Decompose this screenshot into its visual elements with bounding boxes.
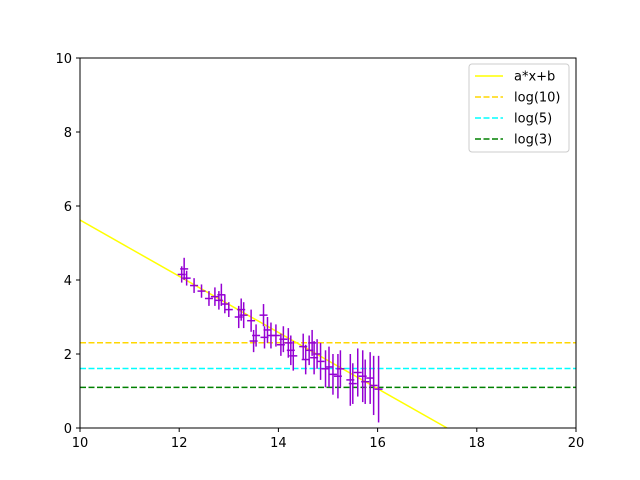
data-point-39 <box>336 350 345 388</box>
y-tick-label: 2 <box>64 348 72 363</box>
data-point-2 <box>180 257 189 280</box>
y-tick-label: 6 <box>64 200 72 215</box>
legend: a*x+b log(10) log(5) log(3) <box>468 63 570 153</box>
x-tick-label: 10 <box>72 436 89 451</box>
y-tick-label: 4 <box>64 274 72 289</box>
legend-box <box>468 63 570 153</box>
data-point-35 <box>321 350 330 388</box>
data-point-36 <box>324 346 333 388</box>
legend-label: log(10) <box>514 91 561 106</box>
data-point-34 <box>316 342 325 380</box>
data-point-41 <box>348 363 357 404</box>
x-axis: 10 12 14 16 18 20 <box>72 428 585 451</box>
data-point-14 <box>239 302 248 329</box>
x-tick-label: 12 <box>171 436 188 451</box>
data-point-42 <box>353 348 362 397</box>
data-point-6 <box>204 291 213 306</box>
data-point-37 <box>328 354 337 395</box>
errorbar-series <box>177 257 383 423</box>
data-point-15 <box>247 309 256 332</box>
data-point-4 <box>190 278 199 293</box>
data-point-18 <box>259 304 268 327</box>
data-point-7 <box>210 287 219 306</box>
x-tick-label: 18 <box>469 436 486 451</box>
x-tick-label: 20 <box>568 436 585 451</box>
legend-label: log(5) <box>514 112 552 127</box>
data-point-3 <box>182 270 191 286</box>
legend-label: a*x+b <box>514 70 555 85</box>
legend-label: log(3) <box>514 133 552 148</box>
data-point-44 <box>361 359 370 404</box>
data-point-24 <box>279 326 288 353</box>
data-point-33 <box>313 339 322 369</box>
data-point-9 <box>217 283 226 306</box>
y-tick-label: 8 <box>64 126 72 141</box>
y-tick-label: 0 <box>64 422 72 437</box>
data-point-22 <box>271 324 280 347</box>
x-tick-label: 16 <box>369 436 386 451</box>
y-tick-label: 10 <box>55 52 72 67</box>
x-tick-label: 14 <box>270 436 287 451</box>
data-point-45 <box>366 352 375 404</box>
data-point-11 <box>224 302 233 317</box>
y-axis: 0 2 4 6 8 10 <box>55 52 80 437</box>
data-point-5 <box>197 284 206 298</box>
data-point-20 <box>263 317 272 343</box>
data-point-47 <box>374 355 383 423</box>
plot-frame <box>79 57 577 429</box>
data-point-46 <box>369 355 378 416</box>
data-point-17 <box>252 324 261 347</box>
data-point-27 <box>289 341 298 371</box>
